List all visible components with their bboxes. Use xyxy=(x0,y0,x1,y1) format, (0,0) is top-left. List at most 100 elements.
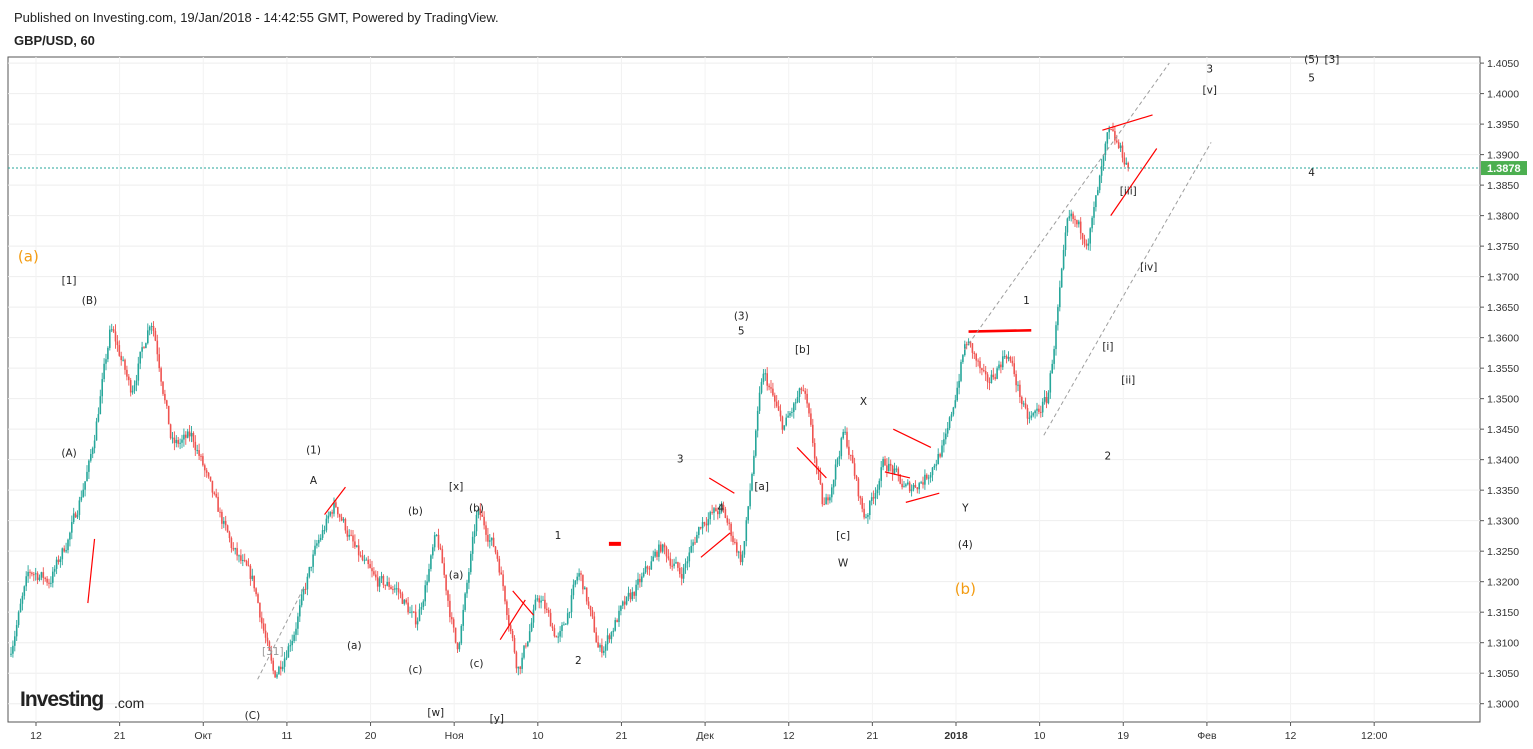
candle-body xyxy=(1100,166,1103,176)
candle-body xyxy=(698,527,700,535)
candle-body xyxy=(71,522,73,533)
candle-body xyxy=(1017,384,1019,386)
candle-body xyxy=(217,496,219,512)
wave-label: [i] xyxy=(1102,341,1113,353)
candle-body xyxy=(1005,356,1008,359)
candle-body xyxy=(40,572,43,578)
candle-body xyxy=(612,630,615,633)
candle-body xyxy=(25,576,27,587)
candle-body xyxy=(145,343,147,349)
candle-body xyxy=(228,532,231,539)
candle-body xyxy=(665,547,668,557)
candle-body xyxy=(639,578,641,583)
candle-body xyxy=(38,577,41,580)
candle-body xyxy=(650,561,653,570)
candle-body xyxy=(566,613,569,624)
candle-body xyxy=(29,571,31,573)
candle-body xyxy=(342,519,345,521)
candle-body xyxy=(513,637,516,653)
candle-body xyxy=(373,571,375,575)
candle-body xyxy=(694,542,696,544)
candle-body xyxy=(498,558,501,573)
candle-body xyxy=(416,621,419,625)
trend-line xyxy=(324,486,346,515)
candle-body xyxy=(1022,403,1025,405)
candle-body xyxy=(812,424,814,443)
candle-body xyxy=(69,532,71,540)
candle-body xyxy=(680,574,683,579)
y-tick-label: 1.3850 xyxy=(1487,180,1519,192)
candle-body xyxy=(281,666,284,670)
candle-body xyxy=(658,544,660,557)
candle-body xyxy=(382,576,385,585)
candle-body xyxy=(312,554,314,567)
candle-body xyxy=(205,470,208,473)
candle-body xyxy=(958,380,960,388)
candle-body xyxy=(350,534,352,536)
candle-body xyxy=(810,413,812,425)
candle-body xyxy=(259,602,261,618)
candle-body xyxy=(466,582,468,594)
candle-body xyxy=(376,577,379,587)
candle-body xyxy=(525,645,527,647)
candle-body xyxy=(287,646,290,658)
wave-label: [w] xyxy=(427,707,444,719)
candle-body xyxy=(563,624,565,626)
candle-body xyxy=(929,475,932,478)
candle-body xyxy=(952,407,955,415)
candle-body xyxy=(1108,129,1110,133)
candle-body xyxy=(23,586,26,596)
candle-body xyxy=(905,484,907,487)
red-marker xyxy=(608,541,621,546)
candle-body xyxy=(179,442,181,444)
candle-body xyxy=(956,387,958,401)
candle-body xyxy=(998,364,1000,369)
candle-body xyxy=(559,631,561,637)
candle-body xyxy=(943,439,945,446)
candle-body xyxy=(775,401,778,407)
candle-body xyxy=(834,464,837,480)
candle-body xyxy=(407,602,409,613)
candle-body xyxy=(147,330,149,344)
candle-body xyxy=(234,548,236,550)
candle-body xyxy=(1093,207,1095,218)
candle-body xyxy=(587,601,590,606)
candle-body xyxy=(551,626,554,629)
candle-body xyxy=(663,544,666,548)
candle-body xyxy=(48,582,50,584)
candle-body xyxy=(582,574,584,590)
candle-body xyxy=(1041,401,1044,413)
x-tick-label: 20 xyxy=(365,730,377,742)
trend-line xyxy=(499,599,526,640)
candle-body xyxy=(456,642,459,650)
candle-body xyxy=(124,359,126,370)
candle-body xyxy=(1116,140,1118,143)
x-tick-label: 11 xyxy=(281,730,292,742)
y-axis: 1.4050 1.4000 1.3950 1.3900 1.3850 1.3800 1.37… xyxy=(1480,58,1519,711)
candle-body xyxy=(356,545,358,547)
wave-label: [iv] xyxy=(1140,262,1157,274)
x-tick-label: 12 xyxy=(1285,730,1297,742)
trend-line xyxy=(1110,148,1158,216)
candle-body xyxy=(1062,249,1065,269)
candle-body xyxy=(912,484,915,490)
logo-brand: Investing xyxy=(20,688,103,711)
candle-body xyxy=(462,609,464,626)
candle-body xyxy=(477,508,480,515)
candle-body xyxy=(988,382,991,384)
candle-body xyxy=(451,617,453,620)
candle-body xyxy=(570,595,573,613)
candle-body xyxy=(50,582,52,584)
candle-body xyxy=(926,474,928,479)
candle-body xyxy=(642,572,645,577)
candle-body xyxy=(751,474,753,491)
candle-body xyxy=(705,523,708,526)
candle-body xyxy=(169,424,172,438)
candle-body xyxy=(502,574,504,587)
candle-body xyxy=(741,554,744,563)
candle-body xyxy=(960,361,962,381)
wave-label: [c] xyxy=(836,530,850,542)
y-tick-label: 1.3000 xyxy=(1487,699,1519,711)
candle-body xyxy=(384,584,387,586)
